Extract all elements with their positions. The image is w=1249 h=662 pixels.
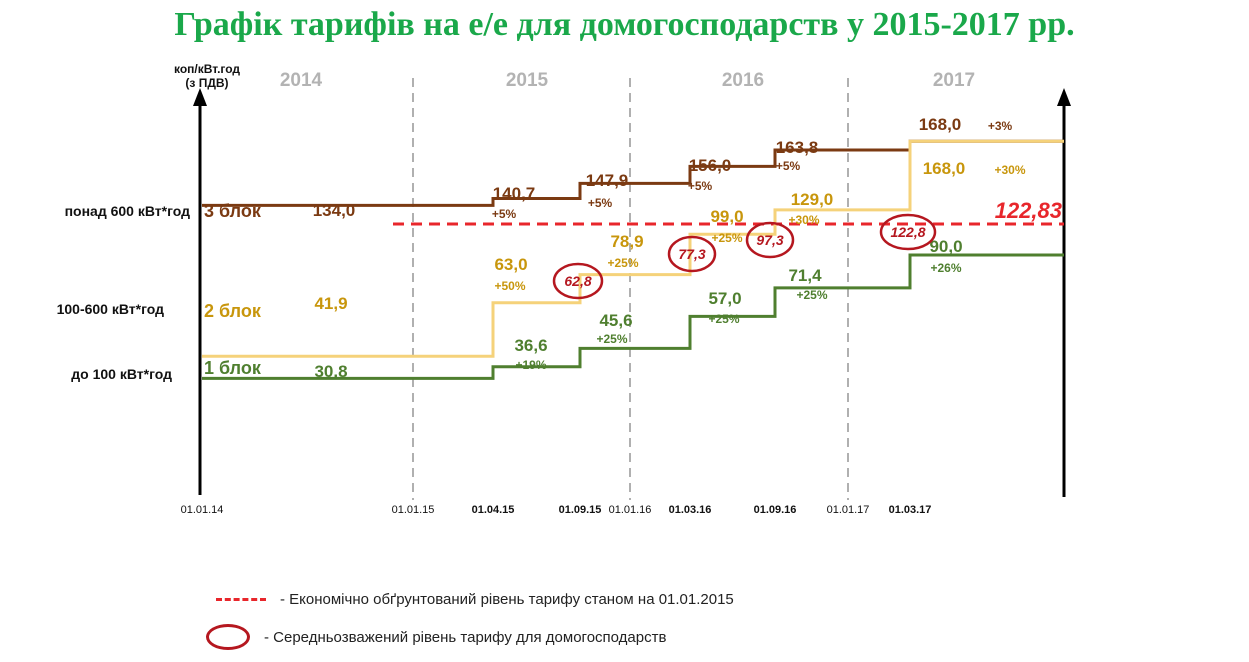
data-label: 163,8 — [776, 138, 819, 157]
x-tick-label-01.01.15: 01.01.15 — [392, 504, 435, 516]
year-label-2015: 2015 — [506, 70, 549, 91]
change-label: +5% — [776, 159, 801, 173]
change-label: +25% — [596, 332, 627, 346]
reference-line-label: 122,83 — [995, 198, 1062, 223]
series-name-3: 1 блок — [204, 358, 262, 378]
data-label: 36,6 — [514, 336, 547, 355]
legend-item-reference: - Економічно обґрунтований рівень тарифу… — [206, 584, 734, 614]
data-label: 134,0 — [313, 201, 356, 220]
change-label: +3% — [988, 119, 1013, 133]
change-label: +30% — [994, 163, 1025, 177]
change-label: +25% — [708, 312, 739, 326]
data-label: 41,9 — [314, 294, 347, 313]
x-tick-label-01.09.16: 01.09.16 — [754, 504, 797, 516]
data-label: 45,6 — [599, 311, 632, 330]
tariff-step-chart: 2014 2015 2016 2017 коп/кВт.год (з ПДВ) 01.01.… — [57, 62, 1071, 516]
weighted-average-marker — [552, 262, 604, 300]
data-label: 78,9 — [610, 232, 643, 251]
change-label: +26% — [930, 261, 961, 275]
change-label: +25% — [796, 288, 827, 302]
series-name-1: 3 блок — [204, 201, 262, 221]
x-tick-label-01.04.15: 01.04.15 — [472, 504, 515, 516]
weighted-average-label: 62,8 — [564, 273, 591, 289]
series-line-3 — [202, 253, 1064, 380]
year-label-2016: 2016 — [722, 70, 764, 91]
change-label: +19% — [515, 358, 546, 372]
weighted-average-marker — [667, 235, 717, 273]
dashed-line-icon — [216, 597, 266, 601]
x-tick-label-01.03.17: 01.03.17 — [889, 504, 932, 516]
arrow-up-icon — [193, 88, 207, 106]
weighted-average-marker — [745, 221, 795, 259]
chart-title: Графік тарифів на е/е для домогосподарст… — [174, 6, 1075, 43]
data-label: 63,0 — [494, 255, 527, 274]
data-label: 71,4 — [788, 266, 822, 285]
x-tick-label-01.09.15: 01.09.15 — [559, 504, 602, 516]
weighted-average-label: 97,3 — [756, 232, 783, 248]
ellipse-icon — [206, 624, 250, 650]
change-label: +5% — [588, 196, 613, 210]
data-label: 156,0 — [689, 156, 732, 175]
weighted-average-marker — [879, 213, 937, 251]
x-tick-label-01.03.16: 01.03.16 — [669, 504, 712, 516]
data-label: 140,7 — [493, 184, 536, 203]
category-label-2: 100-600 кВт*год — [57, 301, 165, 317]
data-label: 168,0 — [923, 159, 966, 178]
category-label-3: до 100 кВт*год — [71, 366, 172, 382]
weighted-average-label: 77,3 — [678, 246, 705, 262]
change-label: +25% — [711, 231, 742, 245]
year-label-2014: 2014 — [280, 70, 323, 91]
legend: - Економічно обґрунтований рівень тарифу… — [206, 584, 906, 654]
data-label: 90,0 — [929, 237, 962, 256]
legend-item-average: - Середньозважений рівень тарифу для дом… — [206, 622, 666, 652]
series-name-2: 2 блок — [204, 301, 262, 321]
x-tick-label-01.01.16: 01.01.16 — [609, 504, 652, 516]
change-label: +5% — [492, 207, 517, 221]
change-label: +25% — [607, 256, 638, 270]
data-label: 99,0 — [710, 207, 743, 226]
x-tick-label-01.01.17: 01.01.17 — [827, 504, 870, 516]
data-label: 129,0 — [791, 190, 834, 209]
year-label-2017: 2017 — [933, 70, 975, 91]
data-label: 168,0 — [919, 115, 962, 134]
data-label: 147,9 — [586, 171, 629, 190]
arrow-up-icon — [1057, 88, 1071, 106]
change-label: +30% — [788, 213, 819, 227]
category-label-1: понад 600 кВт*год — [65, 203, 191, 219]
x-tick-label-01.01.14: 01.01.14 — [181, 504, 224, 516]
change-label: +50% — [494, 279, 525, 293]
legend-label-average: - Середньозважений рівень тарифу для дом… — [264, 628, 667, 646]
change-label: +5% — [688, 179, 713, 193]
data-label: 30,8 — [314, 362, 347, 381]
legend-label-reference: - Економічно обґрунтований рівень тарифу… — [280, 590, 734, 608]
weighted-average-label: 122,8 — [890, 224, 925, 240]
series-line-2 — [202, 139, 1064, 358]
y-axis-label: коп/кВт.год (з ПДВ) — [174, 62, 240, 90]
data-label: 57,0 — [708, 289, 741, 308]
